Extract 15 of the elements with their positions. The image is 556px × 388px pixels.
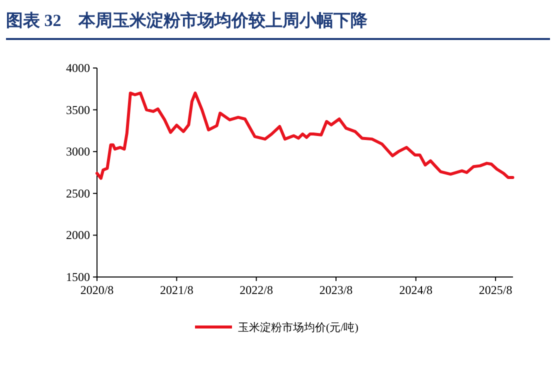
x-tick-label: 2024/8 xyxy=(399,283,433,297)
x-tick-label: 2021/8 xyxy=(160,283,194,297)
x-tick-label: 2023/8 xyxy=(319,283,353,297)
y-tick-label: 3500 xyxy=(66,102,90,117)
legend-label: 玉米淀粉市场均价(元/吨) xyxy=(238,321,359,334)
y-tick-label: 2500 xyxy=(66,186,90,200)
x-tick-label: 2020/8 xyxy=(80,283,114,297)
line-series xyxy=(96,92,514,180)
y-tick-label: 1500 xyxy=(66,270,90,284)
x-tick-label: 2025/8 xyxy=(478,283,512,297)
x-tick-label: 2022/8 xyxy=(240,283,273,297)
title: 图表 32 本周玉米淀粉市场均价较上周小幅下降 xyxy=(6,4,550,40)
y-tick-label: 4000 xyxy=(66,61,90,75)
y-tick-label: 2000 xyxy=(66,228,90,242)
y-tick-label: 3000 xyxy=(66,144,90,159)
